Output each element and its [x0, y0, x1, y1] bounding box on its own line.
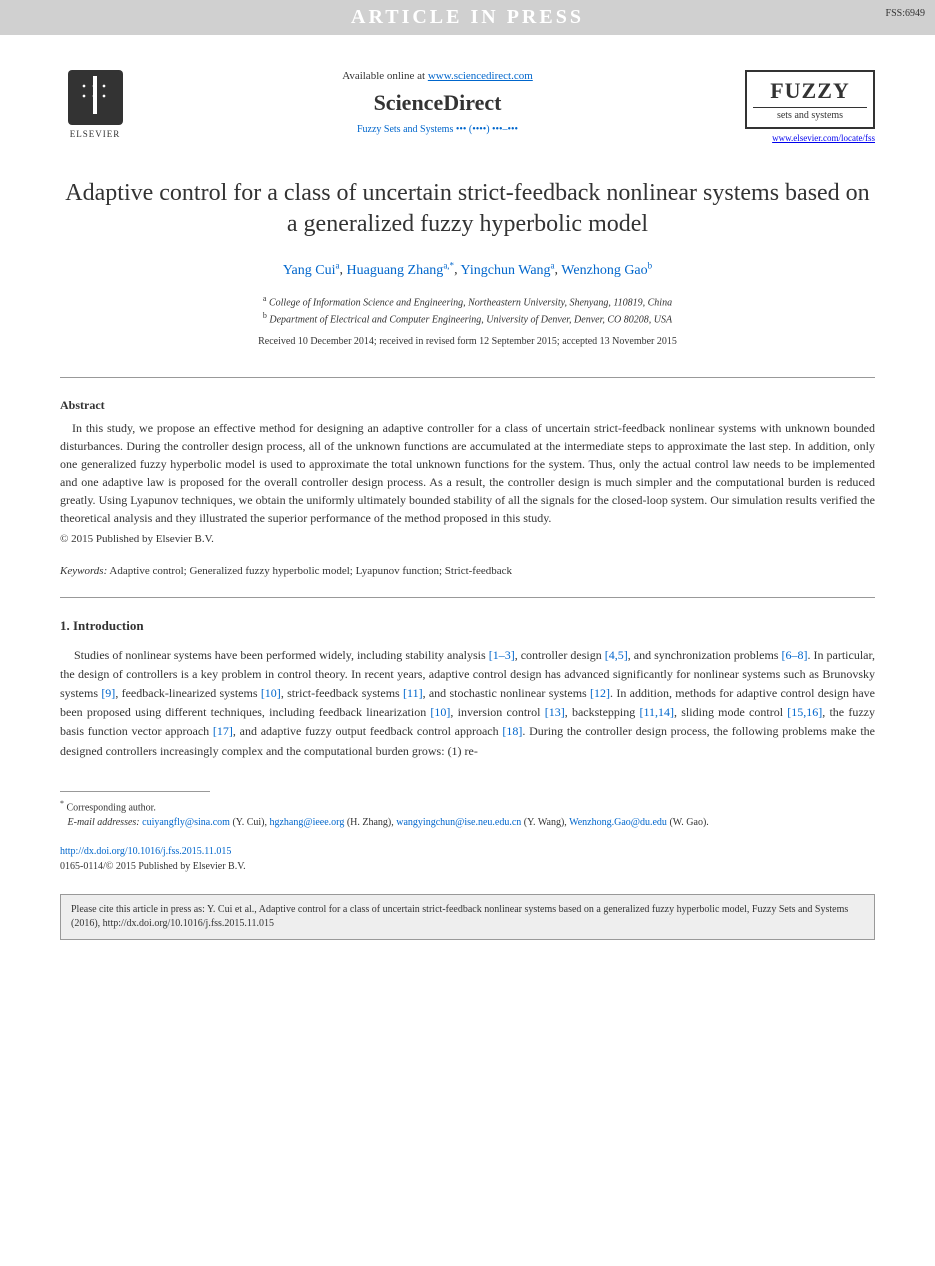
author-2-name: Yingchun Wang — [461, 263, 551, 278]
fss-code: FSS:6949 — [886, 8, 925, 19]
journal-link[interactable]: www.elsevier.com/locate/fss — [745, 133, 875, 143]
author-1-name: Huaguang Zhang — [347, 263, 444, 278]
affiliation-a: a College of Information Science and Eng… — [60, 293, 875, 310]
ref-13[interactable]: [13] — [545, 705, 565, 719]
divider-bottom — [60, 597, 875, 598]
issn-line: 0165-0114/© 2015 Published by Elsevier B… — [60, 861, 246, 872]
abstract-text: In this study, we propose an effective m… — [60, 419, 875, 527]
fuzzy-logo: FUZZY sets and systems — [745, 70, 875, 129]
ref-12[interactable]: [12] — [590, 686, 610, 700]
elsevier-text: ELSEVIER — [60, 129, 130, 139]
email-3-who: (W. Gao) — [669, 817, 706, 828]
footnote-block: * Corresponding author. E-mail addresses… — [60, 798, 875, 830]
journal-link-anchor[interactable]: www.elsevier.com/locate/fss — [772, 133, 875, 143]
abstract-heading: Abstract — [60, 398, 875, 413]
author-1-aff: a,* — [443, 260, 454, 270]
article-dates: Received 10 December 2014; received in r… — [60, 336, 875, 347]
journal-ref[interactable]: Fuzzy Sets and Systems ••• (••••) •••–••… — [130, 124, 745, 135]
email-label: E-mail addresses: — [68, 817, 140, 828]
banner-text: ARTICLE IN PRESS — [351, 6, 584, 28]
keywords: Keywords: Adaptive control; Generalized … — [60, 565, 875, 577]
author-3-name: Wenzhong Gao — [561, 263, 647, 278]
email-0-who: (Y. Cui) — [232, 817, 264, 828]
keywords-label: Keywords: — [60, 565, 107, 577]
email-2[interactable]: wangyingchun@ise.neu.edu.cn — [396, 817, 521, 828]
doi-link[interactable]: http://dx.doi.org/10.1016/j.fss.2015.11.… — [60, 846, 231, 857]
article-title: Adaptive control for a class of uncertai… — [60, 178, 875, 240]
section-1-heading: 1. Introduction — [60, 618, 875, 634]
available-text: Available online at — [342, 70, 428, 82]
ref-11a[interactable]: [11] — [403, 686, 423, 700]
doi-block: http://dx.doi.org/10.1016/j.fss.2015.11.… — [60, 844, 875, 874]
author-0[interactable]: Yang Cuia — [283, 263, 340, 278]
fuzzy-logo-container: FUZZY sets and systems www.elsevier.com/… — [745, 70, 875, 143]
author-0-aff: a — [336, 260, 340, 270]
authors-line: Yang Cuia, Huaguang Zhanga,*, Yingchun W… — [60, 260, 875, 279]
center-header: Available online at www.sciencedirect.co… — [130, 70, 745, 135]
email-2-who: (Y. Wang) — [524, 817, 565, 828]
page-container: ELSEVIER Available online at www.science… — [0, 35, 935, 980]
ref-4-5[interactable]: [4,5] — [605, 648, 628, 662]
author-3[interactable]: Wenzhong Gaob — [561, 263, 652, 278]
affiliations: a College of Information Science and Eng… — [60, 293, 875, 328]
ref-9[interactable]: [9] — [101, 686, 115, 700]
author-2[interactable]: Yingchun Wanga — [461, 263, 555, 278]
available-link[interactable]: www.sciencedirect.com — [428, 70, 533, 82]
ref-11-14[interactable]: [11,14] — [640, 705, 675, 719]
elsevier-logo: ELSEVIER — [60, 70, 130, 139]
affiliation-b: b Department of Electrical and Computer … — [60, 310, 875, 327]
author-0-name: Yang Cui — [283, 263, 336, 278]
email-3[interactable]: Wenzhong.Gao@du.edu — [569, 817, 667, 828]
author-2-aff: a — [551, 260, 555, 270]
divider-top — [60, 377, 875, 378]
corresponding-author: * Corresponding author. — [60, 798, 875, 815]
ref-15-16[interactable]: [15,16] — [787, 705, 822, 719]
citation-box: Please cite this article in press as: Y.… — [60, 894, 875, 940]
available-online: Available online at www.sciencedirect.co… — [130, 70, 745, 82]
keywords-text: Adaptive control; Generalized fuzzy hype… — [107, 565, 512, 577]
affiliation-a-text: College of Information Science and Engin… — [269, 297, 672, 308]
ref-10b[interactable]: [10] — [430, 705, 450, 719]
email-1-who: (H. Zhang) — [347, 817, 391, 828]
ref-6-8[interactable]: [6–8] — [781, 648, 807, 662]
elsevier-tree-icon — [68, 70, 123, 125]
email-line: E-mail addresses: cuiyangfly@sina.com (Y… — [60, 815, 875, 830]
author-3-aff: b — [648, 260, 653, 270]
ref-17[interactable]: [17] — [213, 724, 233, 738]
fuzzy-title: FUZZY — [753, 78, 867, 108]
abstract-copyright: © 2015 Published by Elsevier B.V. — [60, 533, 875, 545]
email-0[interactable]: cuiyangfly@sina.com — [142, 817, 230, 828]
ref-18[interactable]: [18] — [502, 724, 522, 738]
header-row: ELSEVIER Available online at www.science… — [60, 70, 875, 143]
sciencedirect-logo: ScienceDirect — [130, 90, 745, 116]
ref-10a[interactable]: [10] — [261, 686, 281, 700]
fuzzy-sub: sets and systems — [753, 110, 867, 121]
section-1-para: Studies of nonlinear systems have been p… — [60, 646, 875, 761]
affiliation-b-text: Department of Electrical and Computer En… — [269, 315, 672, 326]
footnote-divider — [60, 791, 210, 792]
in-press-banner: ARTICLE IN PRESS FSS:6949 — [0, 0, 935, 35]
email-1[interactable]: hgzhang@ieee.org — [269, 817, 344, 828]
author-1[interactable]: Huaguang Zhanga,* — [347, 263, 455, 278]
corresponding-text: Corresponding author. — [67, 802, 156, 813]
ref-1-3[interactable]: [1–3] — [489, 648, 515, 662]
